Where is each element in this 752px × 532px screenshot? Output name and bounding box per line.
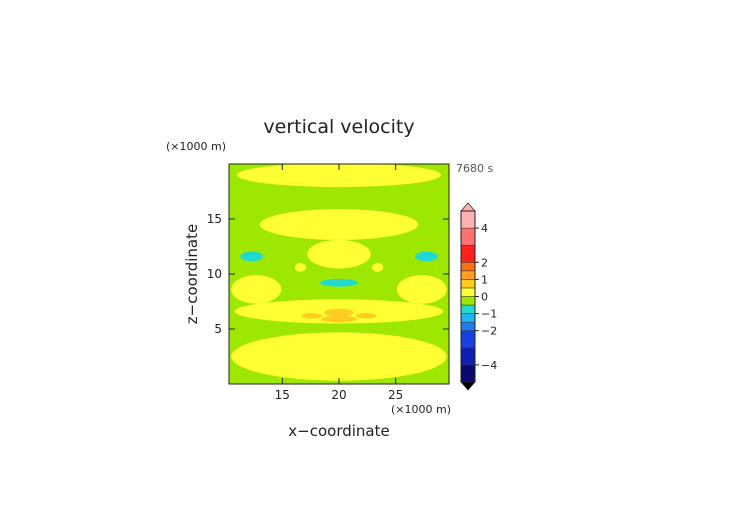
field-region-11	[414, 251, 438, 262]
field-region-8	[294, 263, 307, 272]
field-region-16	[320, 315, 358, 323]
field-region-9	[371, 263, 384, 272]
field-region-6	[231, 275, 282, 304]
y-tick-label: 10	[207, 267, 222, 281]
colorbar-upper-extension	[460, 202, 476, 212]
y-unit-label: (×1000 m)	[166, 140, 226, 153]
colorbar-tick-label: 4	[481, 222, 488, 235]
colorbar-swatch	[460, 244, 476, 263]
colorbar-swatch	[460, 330, 476, 349]
axis-ticks: 15 20 25 5 10 15	[207, 164, 449, 402]
field-region-12	[319, 278, 359, 287]
colorbar-swatch	[460, 313, 476, 323]
colorbar-swatch	[460, 227, 476, 246]
colorbar-swatch	[460, 279, 476, 289]
colorbar-swatch	[460, 270, 476, 280]
colorbar-tick-label: −2	[481, 325, 497, 338]
y-tick-label: 15	[207, 212, 222, 226]
field-region-13	[324, 308, 354, 317]
colorbar-tick-label: −4	[481, 359, 497, 372]
colorbar-swatch	[460, 262, 476, 272]
colorbar-swatch	[460, 210, 476, 229]
colorbar: 4 2 1 0 −1 −2 −4	[460, 202, 497, 391]
chart-title: vertical velocity	[263, 116, 414, 138]
field-region-4	[236, 164, 442, 188]
colorbar-swatch	[460, 287, 476, 297]
colorbar-swatch	[460, 347, 476, 366]
colorbar-tick-label: 1	[481, 273, 488, 286]
y-tick-label: 5	[214, 322, 222, 336]
colorbar-tick-label: −1	[481, 308, 497, 321]
colorbar-tick-label: 0	[481, 291, 488, 304]
x-tick-label: 20	[331, 388, 346, 402]
x-unit-label: (×1000 m)	[391, 403, 451, 416]
colorbar-lower-extension	[460, 381, 476, 391]
colorbar-swatch	[460, 364, 476, 383]
field-region-14	[301, 313, 322, 319]
field-region-7	[396, 275, 447, 304]
time-label: 7680 s	[456, 162, 493, 175]
colorbar-swatch	[460, 321, 476, 331]
colorbar-swatch	[460, 296, 476, 306]
colorbar-swatch	[460, 304, 476, 314]
field-region-3	[259, 209, 419, 240]
y-axis-label: z−coordinate	[183, 224, 201, 324]
field-region-1	[231, 332, 447, 381]
field-region-5	[307, 239, 371, 269]
x-tick-label: 25	[388, 388, 403, 402]
x-axis-label: x−coordinate	[288, 422, 389, 440]
velocity-field	[229, 164, 449, 384]
colorbar-tick-label: 2	[481, 256, 488, 269]
x-tick-label: 15	[275, 388, 290, 402]
field-region-10	[240, 251, 264, 262]
field-region-15	[356, 313, 377, 319]
